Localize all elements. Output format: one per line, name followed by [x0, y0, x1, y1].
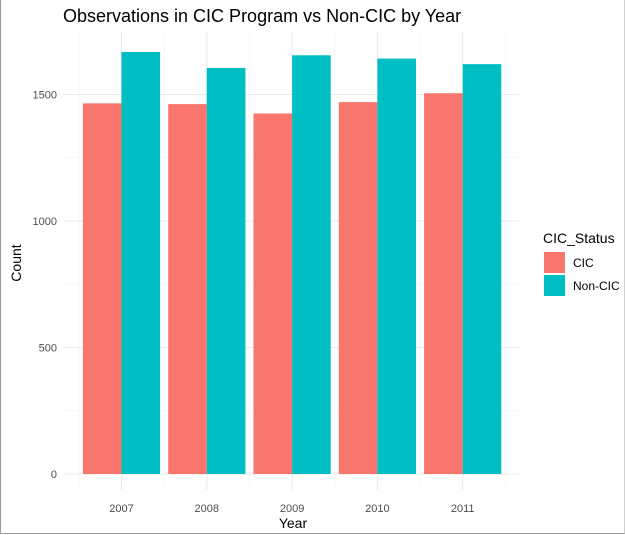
legend-key-cic	[544, 252, 565, 273]
x-tick-label: 2007	[109, 503, 133, 515]
y-tick-label: 500	[39, 343, 57, 355]
bar-cic-2007	[82, 103, 122, 474]
bar-non-cic-2007	[121, 51, 161, 474]
bar-cic-2011	[424, 93, 463, 475]
x-axis-title: Year	[279, 515, 308, 531]
x-tick-label: 2009	[280, 503, 304, 515]
y-tick-label: 1000	[33, 216, 57, 228]
bar-non-cic-2009	[292, 55, 331, 474]
y-tick-label: 1500	[33, 90, 57, 102]
legend-label: Non-CIC	[573, 279, 620, 293]
bar-cic-2010	[338, 102, 378, 474]
y-tick-labels: 0 500 1000 1500	[33, 90, 57, 482]
x-tick-label: 2010	[365, 503, 389, 515]
legend: CIC_Status CIC Non-CIC	[543, 230, 620, 296]
legend-title: CIC_Status	[543, 230, 615, 246]
x-tick-label: 2008	[195, 503, 219, 515]
chart-title: Observations in CIC Program vs Non-CIC b…	[63, 6, 461, 26]
y-tick-label: 0	[51, 469, 57, 481]
bar-non-cic-2011	[462, 64, 502, 474]
legend-key-non-cic	[544, 275, 565, 296]
bar-cic-2008	[168, 104, 207, 474]
legend-label: CIC	[573, 256, 594, 270]
x-tick-label: 2011	[451, 503, 475, 515]
bar-cic-2009	[253, 113, 293, 474]
x-tick-labels: 2007 2008 2009 2010 2011	[109, 503, 474, 515]
bars-group	[82, 51, 502, 475]
y-axis-title: Count	[8, 244, 24, 281]
legend-items: CIC Non-CIC	[544, 252, 620, 296]
bar-non-cic-2008	[206, 67, 246, 474]
bar-non-cic-2010	[377, 58, 416, 474]
